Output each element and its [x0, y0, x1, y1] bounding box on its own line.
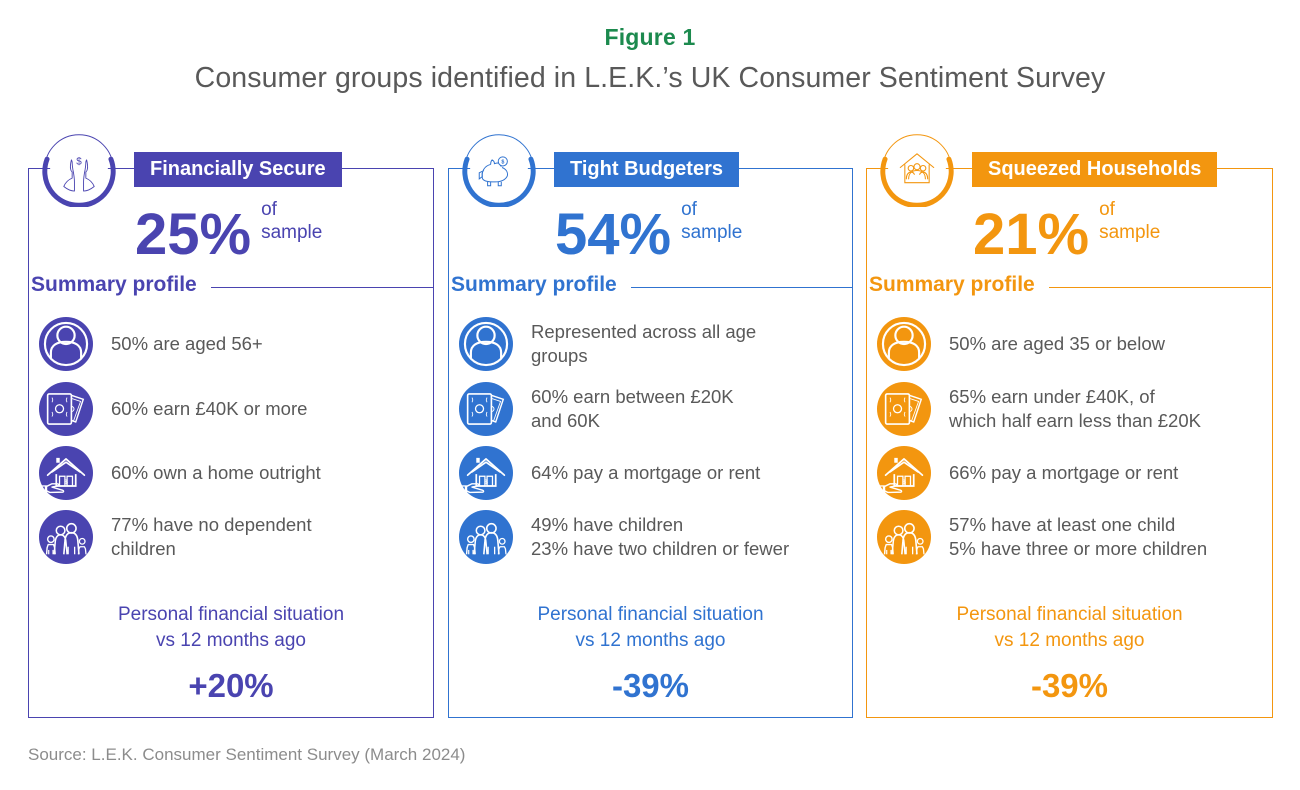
svg-text:$: $	[76, 156, 82, 167]
svg-text:$: $	[484, 479, 488, 486]
svg-text:$: $	[902, 479, 906, 486]
svg-text:$: $	[64, 479, 68, 486]
svg-text:$: $	[501, 160, 504, 166]
